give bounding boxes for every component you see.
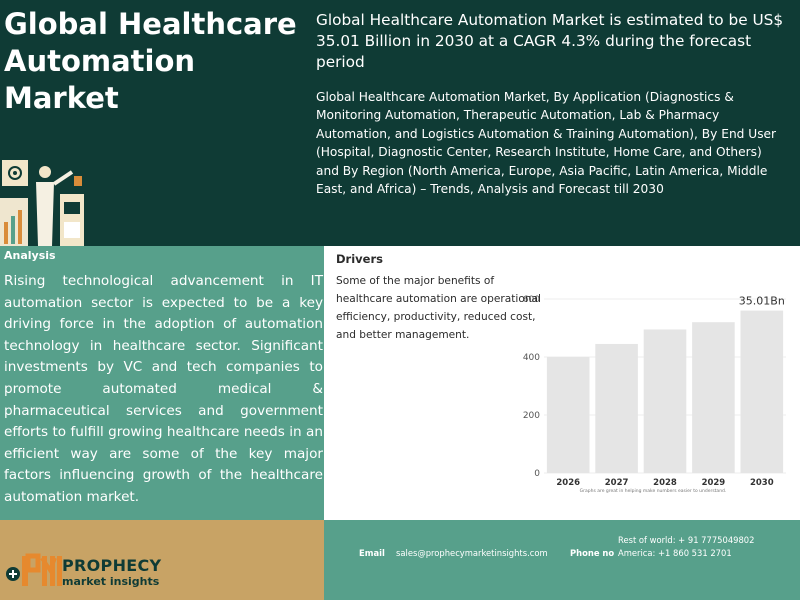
drivers-text: Some of the major benefits of healthcare… — [336, 275, 541, 341]
y-tick-label: 600 — [523, 295, 540, 305]
analysis-body: Rising technological advancement in IT a… — [4, 273, 323, 505]
y-tick-label: 0 — [534, 469, 540, 479]
x-tick-label: 2029 — [702, 478, 726, 488]
pmi-logo-icon — [6, 553, 62, 586]
x-tick-label: 2026 — [556, 478, 580, 488]
logo-section: PROPHECY market insights — [0, 520, 324, 600]
chart-bar — [546, 357, 590, 473]
analysis-section: Analysis Rising technological advancemen… — [0, 246, 324, 520]
y-tick-label: 400 — [523, 353, 540, 363]
market-description: Global Healthcare Automation Market, By … — [316, 90, 777, 197]
page-title: Global Healthcare Automation Market — [4, 7, 297, 115]
healthcare-professionals-illustration — [0, 160, 84, 246]
x-tick-label: 2028 — [653, 478, 677, 488]
phone-rest-of-world: Rest of world: + 91 7775049802 — [618, 535, 755, 545]
y-tick-label: 200 — [523, 411, 540, 421]
chart-bar — [643, 329, 687, 473]
header-section: Global Healthcare Automation Market Glob… — [0, 0, 800, 246]
email-link[interactable]: sales@prophecymarketinsights.com — [396, 548, 548, 558]
drivers-heading: Drivers — [336, 252, 383, 266]
x-tick-label: 2027 — [605, 478, 629, 488]
phone-america: America: +1 860 531 2701 — [618, 548, 732, 558]
data-label: 35.01Bn — [739, 295, 785, 308]
chart-bar — [692, 322, 735, 473]
brand-name: PROPHECY — [62, 556, 162, 575]
market-headline: Global Healthcare Automation Market is e… — [316, 11, 784, 71]
brand-tagline: market insights — [62, 575, 160, 588]
chart-footnote: Graphs are great in helping make numbers… — [580, 488, 727, 494]
drivers-section: 0 200 400 600 2026 2027 2028 2029 2030 35.01Bn Gra… — [324, 246, 800, 520]
chart-bar — [595, 343, 638, 473]
market-bar-chart: 0 200 400 600 2026 2027 2028 2029 2030 35.01Bn Gra… — [523, 295, 786, 494]
phone-label: Phone no — [570, 548, 615, 558]
analysis-heading: Analysis — [4, 249, 56, 262]
x-tick-label: 2030 — [750, 478, 774, 488]
chart-bar — [740, 310, 784, 473]
email-label: Email — [359, 548, 385, 558]
contact-section: Email sales@prophecymarketinsights.com P… — [324, 520, 800, 600]
